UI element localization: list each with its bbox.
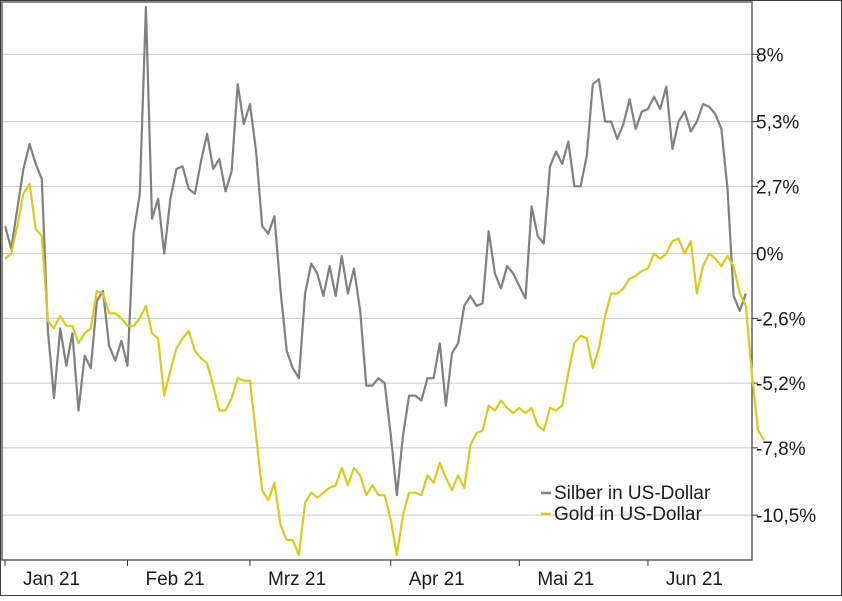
y-tick-label-0: 8%	[756, 45, 784, 66]
y-tick-label-6: -7,8%	[756, 439, 806, 460]
x-tick-label-3: Apr 21	[409, 569, 465, 590]
x-axis-tick-labels: Jan 21 Feb 21 Mrz 21 Apr 21 Mai 21 Jun 21	[23, 569, 723, 590]
x-tick-label-2: Mrz 21	[268, 569, 326, 590]
series-line-silber	[4, 5, 747, 497]
y-tick-label-7: -10,5%	[756, 506, 816, 527]
x-tick-label-5: Jun 21	[666, 569, 723, 590]
y-tick-label-4: -2,6%	[756, 309, 806, 330]
gridlines	[2, 53, 752, 516]
x-tick-label-4: Mai 21	[537, 569, 594, 590]
x-tick-label-0: Jan 21	[23, 569, 80, 590]
y-tick-label-1: 5,3%	[756, 113, 799, 134]
plot-area-border	[1, 1, 753, 561]
legend-label-0: Silber in US-Dollar	[554, 483, 711, 504]
x-tick-label-1: Feb 21	[146, 569, 205, 590]
legend-label-1: Gold in US-Dollar	[554, 504, 702, 525]
y-tick-label-3: 0%	[756, 245, 784, 266]
y-axis-tick-labels: 8% 5,3% 2,7% 0% -2,6% -5,2% -7,8% -10,5%	[756, 45, 816, 527]
series-lines	[4, 5, 766, 557]
y-tick-label-2: 2,7%	[756, 177, 799, 198]
series-line-gold	[4, 182, 766, 557]
y-tick-label-5: -5,2%	[756, 374, 806, 395]
